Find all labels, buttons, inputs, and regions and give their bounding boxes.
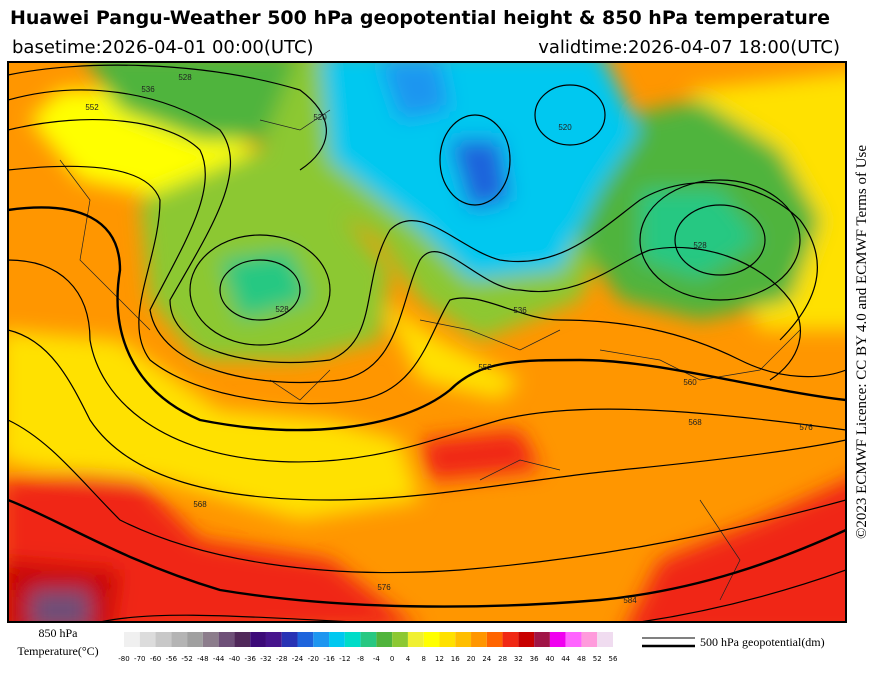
colorbar-box [281, 632, 298, 647]
contour-label: 584 [623, 596, 637, 605]
colorbar-box [518, 632, 535, 647]
colorbar-box [376, 632, 393, 647]
map [8, 62, 846, 622]
colorbar-tick-label: 20 [467, 655, 476, 663]
contour-label: 520 [558, 123, 572, 132]
colorbar-tick-label: -56 [166, 655, 178, 663]
colorbar-box [502, 632, 519, 647]
validtime: validtime:2026-04-07 18:00(UTC) [538, 37, 840, 58]
contour-label: 576 [377, 583, 391, 592]
colorbar-tick-label: -12 [339, 655, 350, 663]
colorbar-tick-label: -48 [197, 655, 208, 663]
colorbar-tick-label: 16 [451, 655, 460, 663]
colorbar-tick-label: 52 [593, 655, 602, 663]
colorbar-tick-label: -28 [276, 655, 287, 663]
contour-label: 528 [275, 305, 289, 314]
colorbar-box [234, 632, 251, 647]
basetime: basetime:2026-04-01 00:00(UTC) [12, 37, 314, 58]
colorbar-tick-label: -60 [150, 655, 161, 663]
contour-label: 576 [799, 423, 813, 432]
colorbar-tick-label: -32 [260, 655, 271, 663]
contour-label: 528 [178, 73, 192, 82]
colorbar-tick-label: -36 [244, 655, 256, 663]
title: Huawei Pangu-Weather 500 hPa geopotentia… [10, 7, 830, 29]
colorbar-tick-label: 24 [482, 655, 491, 663]
colorbar-box [439, 632, 456, 647]
colorbar-tick-label: -70 [134, 655, 145, 663]
colorbar-box [297, 632, 314, 647]
contour-label: 560 [683, 378, 697, 387]
colorbar-box [455, 632, 472, 647]
colorbar-box [549, 632, 566, 647]
colorbar-box [155, 632, 172, 647]
colorbar-box [486, 632, 503, 647]
colorbar-box [139, 632, 156, 647]
license: ©2023 ECMWF Licence: CC BY 4.0 and ECMWF… [854, 145, 870, 539]
colorbar-tick-label: -40 [229, 655, 240, 663]
colorbar-box [313, 632, 330, 647]
colorbar-box [171, 632, 188, 647]
colorbar-tick-label: 28 [498, 655, 507, 663]
colorbar-tick-label: 48 [577, 655, 586, 663]
colorbar-tick-label: -16 [323, 655, 335, 663]
colorbar-tick-label: -44 [213, 655, 225, 663]
colorbar-label: Temperature(°C) [17, 644, 98, 658]
contour-label: 552 [85, 103, 99, 112]
colorbar-box [423, 632, 440, 647]
colorbar-tick-label: -80 [118, 655, 129, 663]
colorbar-box [124, 632, 140, 647]
contour-label: 536 [513, 306, 527, 315]
colorbar-tick-label: 40 [545, 655, 554, 663]
colorbar-box [407, 632, 424, 647]
colorbar-box [581, 632, 598, 647]
colorbar-box [360, 632, 377, 647]
colorbar-box [597, 632, 613, 647]
contour-label: 568 [688, 418, 702, 427]
contour-label: 528 [693, 241, 707, 250]
colorbar-label: 850 hPa [39, 626, 79, 640]
colorbar-tick-label: 8 [421, 655, 425, 663]
contour-label: 520 [313, 113, 327, 122]
colorbar-box [392, 632, 408, 647]
colorbar-box [218, 632, 235, 647]
colorbar-tick-label: 36 [530, 655, 539, 663]
colorbar-box [329, 632, 345, 647]
colorbar-box [265, 632, 282, 647]
map-frame [7, 61, 847, 623]
colorbar-box [202, 632, 219, 647]
colorbar-tick-label: -24 [292, 655, 304, 663]
contour-label: 552 [478, 363, 492, 372]
colorbar-tick-label: 12 [435, 655, 444, 663]
colorbar-tick-label: -52 [181, 655, 192, 663]
colorbar-box [250, 632, 266, 647]
colorbar-box [471, 632, 487, 647]
colorbar-tick-label: 56 [609, 655, 618, 663]
colorbar-box [344, 632, 361, 647]
colorbar-tick-label: -4 [373, 655, 381, 663]
colorbar-tick-label: 0 [390, 655, 394, 663]
contour-label: 536 [141, 85, 155, 94]
colorbar-box [565, 632, 582, 647]
colorbar-box [187, 632, 203, 647]
colorbar-tick-label: 32 [514, 655, 523, 663]
colorbar-tick-label: -8 [357, 655, 364, 663]
colorbar-box [534, 632, 550, 647]
colorbar-tick-label: -20 [308, 655, 319, 663]
colorbar-tick-label: 4 [406, 655, 411, 663]
contour-label: 568 [193, 500, 207, 509]
colorbar-tick-label: 44 [561, 655, 570, 663]
contour-legend: 500 hPa geopotential(dm) [700, 635, 825, 649]
